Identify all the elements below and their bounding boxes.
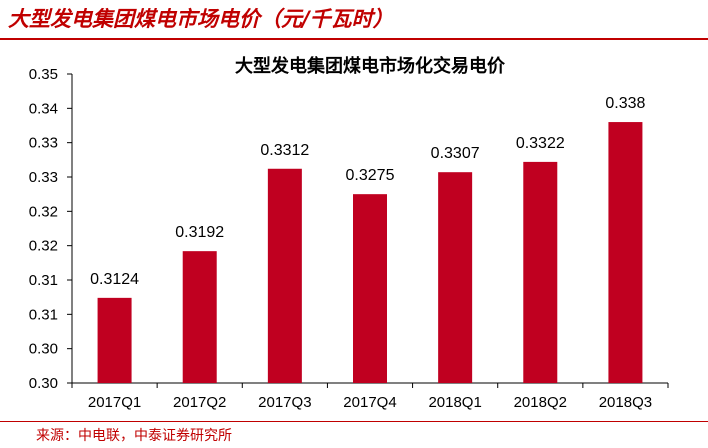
data-label: 0.338 xyxy=(605,95,645,112)
title-divider xyxy=(0,38,708,40)
y-tick-label: 0.30 xyxy=(29,375,58,392)
data-label: 0.3322 xyxy=(516,135,565,152)
report-title: 大型发电集团煤电市场电价（元/千瓦时） xyxy=(8,7,394,31)
source-note: 来源：中电联，中泰证券研究所 xyxy=(36,428,232,444)
y-tick-label: 0.35 xyxy=(29,66,58,83)
x-tick-label: 2018Q2 xyxy=(514,394,567,411)
y-tick-label: 0.31 xyxy=(29,306,58,323)
y-tick-label: 0.32 xyxy=(29,203,58,220)
bar-chart: 大型发电集团煤电市场化交易电价 0.30 0.30 0.31 0.31 0.32 0.32… xyxy=(29,55,669,411)
x-tick-label: 2017Q1 xyxy=(88,394,141,411)
bar xyxy=(353,194,387,383)
y-tick-label: 0.32 xyxy=(29,238,58,255)
y-tick-label: 0.33 xyxy=(29,135,58,152)
x-tick-label: 2018Q3 xyxy=(599,394,652,411)
bar xyxy=(608,122,643,384)
bar xyxy=(182,251,217,383)
y-tick-label: 0.34 xyxy=(29,100,58,117)
x-tick-label: 2017Q2 xyxy=(173,394,226,411)
bar xyxy=(523,161,558,383)
x-tick-label: 2017Q4 xyxy=(343,394,396,411)
data-label: 0.3124 xyxy=(90,271,139,288)
x-axis: 2017Q1 2017Q2 2017Q3 2017Q4 2018Q1 2018Q2 2018… xyxy=(71,382,669,411)
y-tick-label: 0.31 xyxy=(29,272,58,289)
y-axis: 0.30 0.30 0.31 0.31 0.32 0.32 0.33 0.33 0.34 0.35 xyxy=(29,66,73,392)
bar xyxy=(97,297,132,383)
footer-divider xyxy=(0,421,708,422)
data-label: 0.3275 xyxy=(346,167,395,184)
chart-title: 大型发电集团煤电市场化交易电价 xyxy=(235,55,506,77)
bar xyxy=(438,172,473,383)
data-labels: 0.3124 0.3192 0.3312 0.3275 0.3307 0.3322 0.33… xyxy=(90,95,645,288)
bar-series xyxy=(97,122,643,384)
y-tick-label: 0.33 xyxy=(29,169,58,186)
y-tick-label: 0.30 xyxy=(29,341,58,358)
x-tick-label: 2017Q3 xyxy=(258,394,311,411)
data-label: 0.3192 xyxy=(175,224,224,241)
x-tick-label: 2018Q1 xyxy=(428,394,481,411)
data-label: 0.3307 xyxy=(431,145,480,162)
bar xyxy=(267,168,302,383)
data-label: 0.3312 xyxy=(260,142,309,159)
